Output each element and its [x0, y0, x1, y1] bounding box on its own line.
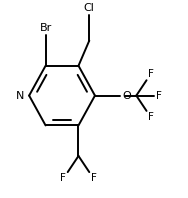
- Text: N: N: [16, 90, 24, 101]
- Text: Cl: Cl: [84, 3, 95, 13]
- Text: O: O: [123, 90, 131, 101]
- Text: F: F: [156, 90, 161, 101]
- Text: F: F: [91, 173, 97, 183]
- Text: F: F: [148, 112, 154, 122]
- Text: Br: Br: [39, 23, 52, 33]
- Text: F: F: [148, 69, 154, 79]
- Text: F: F: [60, 173, 66, 183]
